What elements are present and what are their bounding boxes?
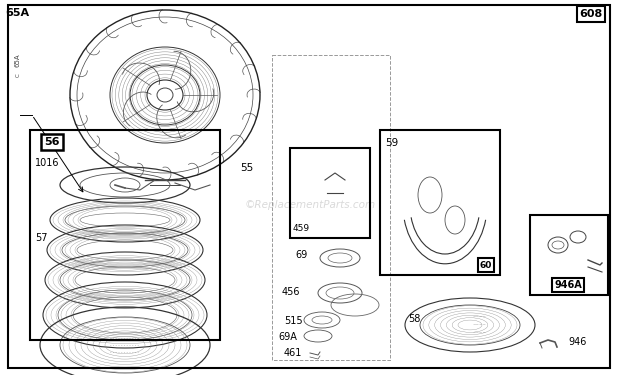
Text: C: C (16, 73, 20, 77)
Text: ~~~~: ~~~~ (473, 323, 487, 327)
Text: 57: 57 (35, 233, 48, 243)
Bar (30, 130, 220, 340)
Text: 69: 69 (295, 250, 308, 260)
Text: 608: 608 (579, 9, 603, 19)
Text: 946: 946 (568, 337, 587, 347)
Text: 461: 461 (284, 348, 303, 358)
Text: ~~~~: ~~~~ (473, 331, 487, 335)
Text: 1016: 1016 (35, 158, 60, 168)
Text: 459: 459 (293, 224, 310, 233)
Text: 58: 58 (408, 314, 420, 324)
Bar (530, 215, 608, 295)
Text: ~~~~: ~~~~ (473, 315, 487, 319)
Text: 55: 55 (240, 163, 253, 173)
Text: 69A: 69A (278, 332, 297, 342)
Text: 456: 456 (282, 287, 301, 297)
Text: 56: 56 (44, 137, 60, 147)
Bar (290, 148, 370, 238)
Text: 946A: 946A (554, 280, 582, 290)
Bar (380, 130, 500, 275)
Text: ©ReplacementParts.com: ©ReplacementParts.com (244, 200, 376, 210)
Text: - - - - - - - - - - -: - - - - - - - - - - - (110, 336, 140, 340)
Text: 65A: 65A (15, 53, 21, 67)
Text: 65A: 65A (5, 8, 29, 18)
Bar (272, 55, 390, 360)
Text: 59: 59 (385, 138, 398, 148)
Text: 60: 60 (480, 261, 492, 270)
Text: - - - - - - - - - - -: - - - - - - - - - - - (110, 343, 140, 347)
Text: - - - - - - - - - - -: - - - - - - - - - - - (110, 350, 140, 354)
Text: 515: 515 (284, 316, 303, 326)
